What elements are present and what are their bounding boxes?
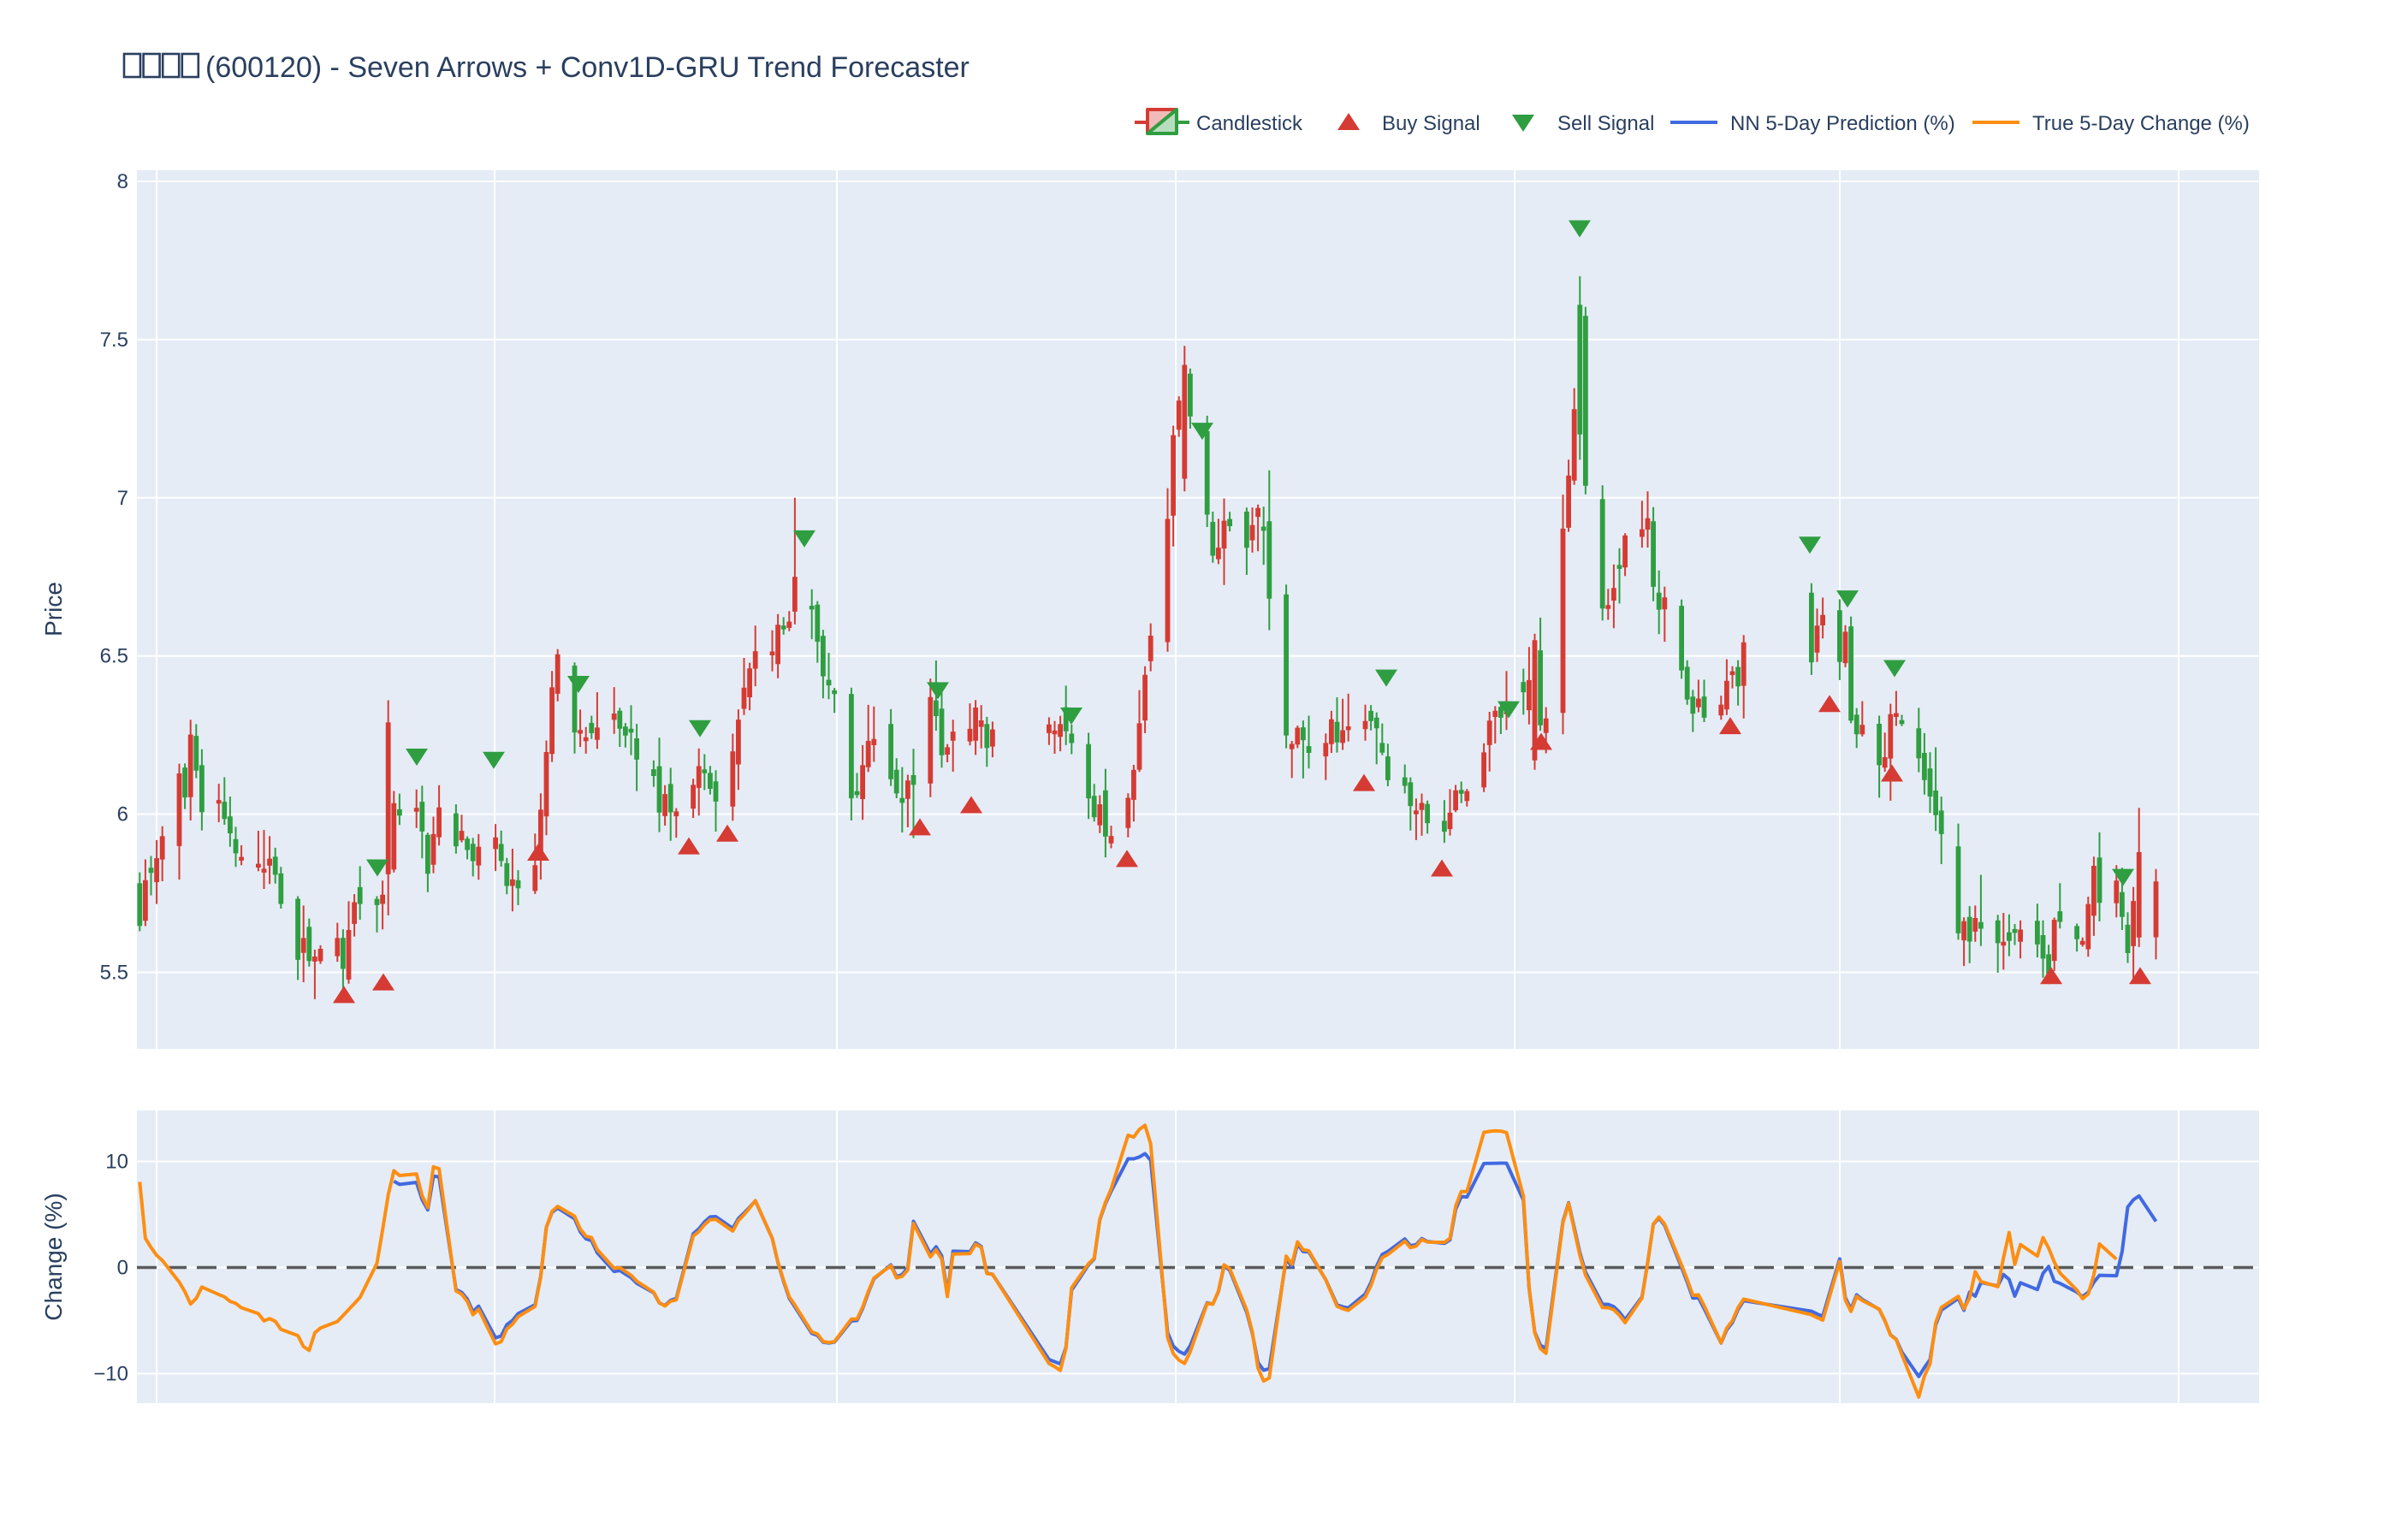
svg-text:Buy Signal: Buy Signal — [1382, 112, 1480, 135]
svg-text:Change (%): Change (%) — [40, 1193, 67, 1320]
svg-text:5.5: 5.5 — [100, 962, 128, 985]
svg-text:7: 7 — [117, 487, 128, 510]
svg-text:6.5: 6.5 — [100, 645, 128, 668]
svg-text:7.5: 7.5 — [100, 329, 128, 352]
svg-text:−10: −10 — [93, 1363, 128, 1386]
svg-text:6: 6 — [117, 803, 128, 826]
svg-text:Sell Signal: Sell Signal — [1557, 112, 1654, 135]
svg-text:10: 10 — [105, 1151, 128, 1174]
svg-text:NN 5-Day Prediction (%): NN 5-Day Prediction (%) — [1730, 112, 1955, 135]
svg-text:Candlestick: Candlestick — [1196, 112, 1303, 135]
svg-text:True 5-Day Change (%): True 5-Day Change (%) — [2032, 112, 2250, 135]
svg-text:0: 0 — [117, 1257, 128, 1280]
svg-text:(600120) - Seven Arrows + Conv: (600120) - Seven Arrows + Conv1D-GRU Tre… — [205, 51, 970, 84]
svg-text:Price: Price — [40, 582, 67, 637]
svg-text:8: 8 — [117, 170, 128, 193]
